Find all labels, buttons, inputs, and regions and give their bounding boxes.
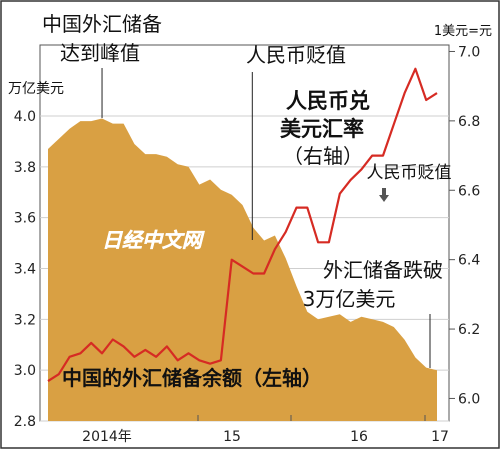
left-tick-label-1: 3.8 [14,160,36,176]
annotation-devaluation-1: 人民币贬值 [246,43,346,67]
right-tick-label-1: 6.8 [458,114,480,130]
rate-label-line-1: 人民币兑 [286,89,370,113]
left-tick-label-5: 3.0 [14,363,36,379]
right-tick-label-0: 7.0 [458,44,480,60]
reserves-area [48,118,437,421]
exchange-rate-line [47,67,438,383]
right-axis-ticks: 7.0 6.8 6.6 6.4 6.2 6.0 [449,44,480,407]
x-tick-label-2: 16 [350,429,368,445]
left-tick-label-3: 3.4 [14,262,36,278]
right-axis-unit: 1美元=元 [434,24,492,39]
left-tick-label-4: 3.2 [14,312,36,328]
left-tick-label-0: 4.0 [14,109,36,125]
annotation-lines [101,68,431,368]
x-tick-label-0: 2014年 [82,429,132,445]
annotation-below-3t-line-1: 外汇储备跌破 [323,258,443,282]
annotation-devaluation-2: 人民币贬值 [367,163,452,183]
right-tick-label-5: 6.0 [458,391,480,407]
watermark: 日经中文网 [102,228,205,252]
x-axis-ticks: 2014年 15 16 17 [82,415,449,445]
rate-label-line-3: （右轴） [283,144,363,168]
right-tick-label-2: 6.6 [458,183,480,199]
right-tick-label-3: 6.4 [458,253,480,269]
left-axis-ticks: 4.0 3.8 3.6 3.4 3.2 3.0 2.8 [14,109,36,430]
rate-label-line-2: 美元汇率 [280,117,364,141]
reserves-series-label: 中国的外汇储备余额（左轴） [62,366,322,390]
left-axis-unit: 万亿美元 [8,81,64,97]
x-tick-label-1: 15 [223,429,241,445]
right-tick-label-4: 6.2 [458,322,480,338]
annotation-peak-line-1: 中国外汇储备 [42,12,162,36]
x-tick-label-3: 17 [431,429,449,445]
left-tick-label-6: 2.8 [14,414,36,430]
annotation-below-3t-line-2: 3万亿美元 [303,287,396,311]
left-tick-label-2: 3.6 [14,211,36,227]
annotation-peak-line-2: 达到峰值 [60,41,140,65]
up-arrow-icon [379,188,389,202]
